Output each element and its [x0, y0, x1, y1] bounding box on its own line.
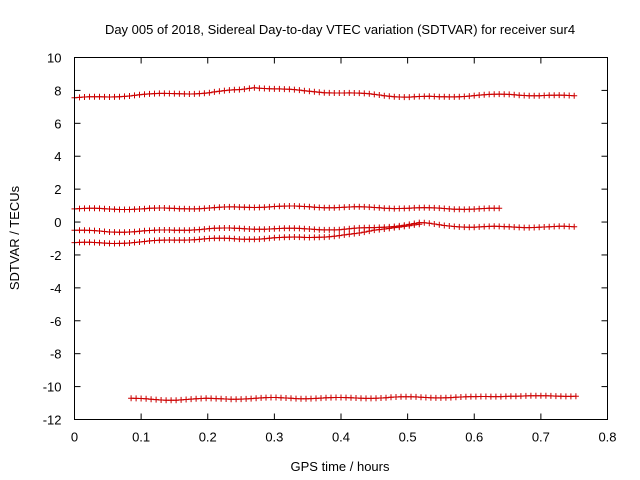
- data-point: [571, 92, 578, 99]
- data-point: [206, 89, 213, 96]
- x-tick-label: 0.8: [598, 430, 616, 445]
- y-tick-label: 10: [47, 51, 61, 66]
- data-point: [376, 226, 383, 233]
- x-tick-label: 0.7: [532, 430, 550, 445]
- y-tick-label: -6: [50, 314, 62, 329]
- data-point: [572, 393, 579, 400]
- y-tick-label: 0: [54, 215, 61, 230]
- data-point: [336, 232, 343, 239]
- data-point: [411, 221, 418, 228]
- data-point: [246, 85, 253, 92]
- y-tick-label: -10: [43, 380, 62, 395]
- x-tick-label: 0.5: [399, 430, 417, 445]
- data-point: [216, 88, 223, 95]
- y-axis: -12 -10 -8 -6 -4 -2 0 2 4 6 8 10: [43, 51, 608, 428]
- data-point: [496, 205, 503, 212]
- data-point: [401, 223, 408, 230]
- series-trace: [74, 223, 420, 245]
- series-arc-3: [71, 219, 578, 236]
- y-tick-label: -4: [50, 281, 62, 296]
- data-point: [346, 231, 353, 238]
- x-tick-label: 0.2: [199, 430, 217, 445]
- data-point: [211, 88, 218, 95]
- data-point: [131, 92, 138, 99]
- data-point: [356, 230, 363, 236]
- series-arc-5: [128, 392, 579, 404]
- data-point: [126, 93, 133, 99]
- data-point: [426, 220, 433, 227]
- data-point: [341, 231, 348, 238]
- x-tick-label: 0.6: [465, 430, 483, 445]
- data-point: [241, 86, 248, 93]
- data-point: [366, 228, 373, 235]
- data-point: [371, 91, 378, 98]
- data-point: [351, 230, 358, 237]
- y-tick-label: -12: [43, 413, 62, 428]
- data-point: [381, 226, 388, 232]
- data-point: [416, 221, 423, 228]
- data-point: [331, 233, 338, 240]
- y-tick-label: -2: [50, 248, 62, 263]
- y-tick-label: 2: [54, 182, 61, 197]
- data-point: [386, 225, 393, 232]
- data-point: [396, 224, 403, 231]
- series-arc-2: [71, 203, 503, 213]
- data-point: [376, 92, 383, 98]
- y-axis-label: SDTVAR / TECUs: [7, 185, 22, 290]
- data-point: [571, 223, 578, 230]
- data-series-layer: [71, 84, 579, 404]
- y-tick-label: 6: [54, 116, 61, 131]
- data-point: [361, 229, 368, 236]
- data-point: [366, 90, 373, 97]
- y-tick-label: -8: [50, 347, 62, 362]
- data-point: [296, 87, 303, 94]
- x-tick-label: 0: [71, 430, 78, 445]
- y-tick-label: 8: [54, 83, 61, 98]
- x-axis-label: GPS time / hours: [291, 459, 390, 474]
- series-arc-4: [71, 221, 423, 247]
- y-tick-label: 4: [54, 149, 61, 164]
- data-point: [406, 222, 413, 229]
- data-point: [141, 238, 148, 245]
- x-axis: 0 0.1 0.2 0.3 0.4 0.5 0.6 0.7 0.8: [71, 57, 617, 445]
- x-tick-label: 0.4: [332, 430, 350, 445]
- series-arc-1: [71, 84, 578, 101]
- data-point: [301, 87, 308, 94]
- x-tick-label: 0.1: [132, 430, 150, 445]
- chart-title: Day 005 of 2018, Sidereal Day-to-day VTE…: [105, 22, 575, 37]
- data-point: [431, 221, 438, 227]
- x-tick-label: 0.3: [265, 430, 283, 445]
- data-point: [436, 221, 443, 228]
